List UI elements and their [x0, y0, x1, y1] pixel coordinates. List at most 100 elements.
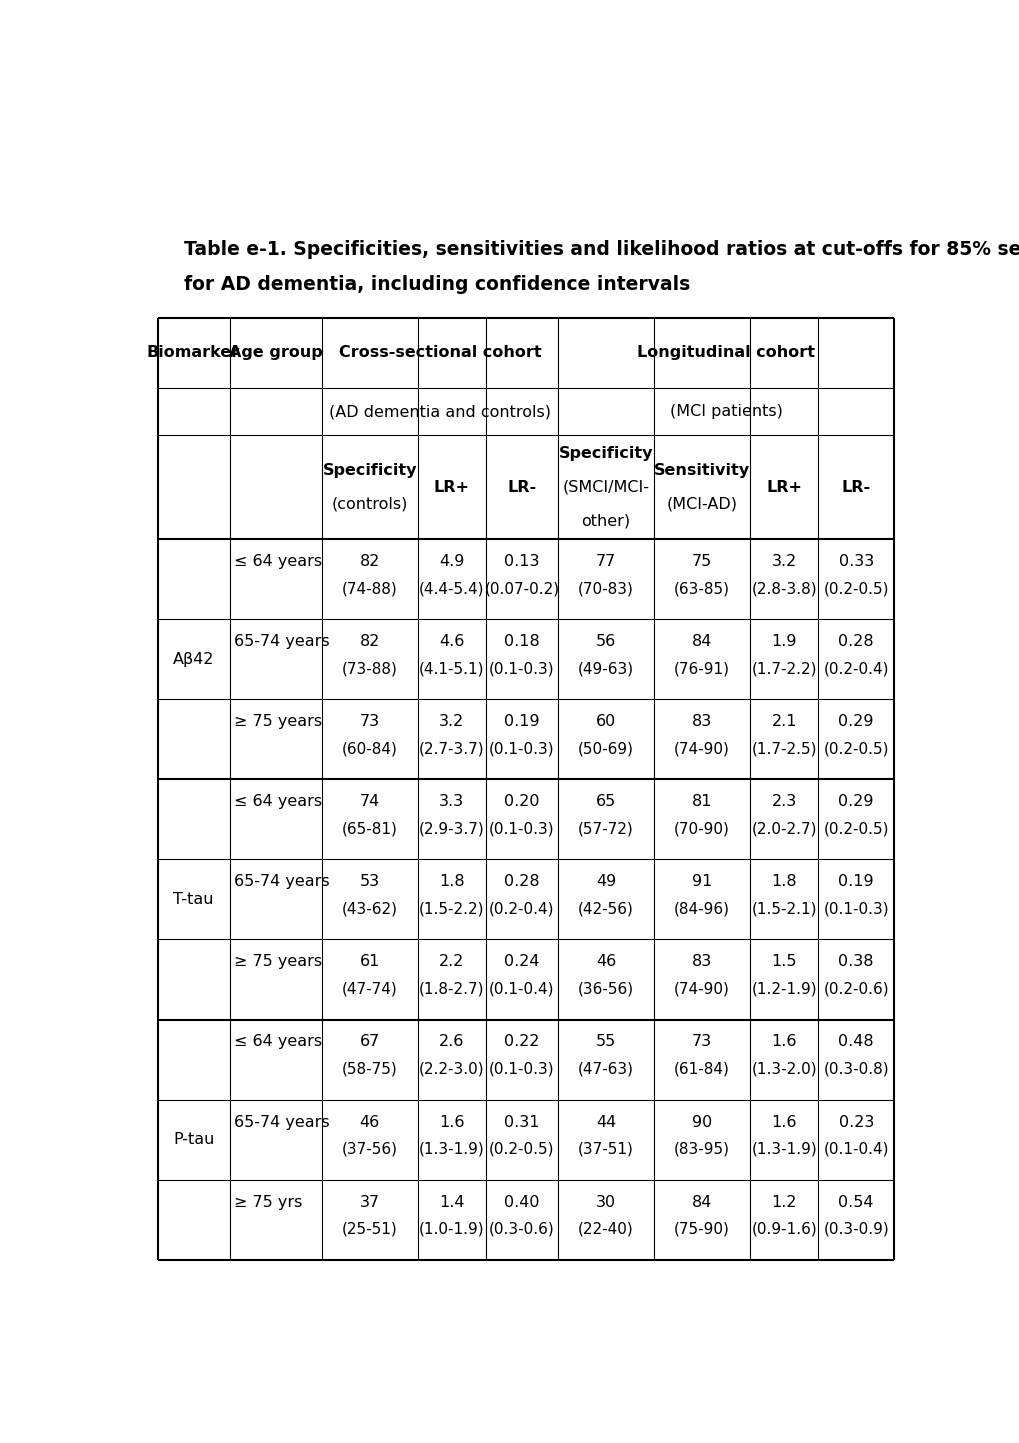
Text: (42-56): (42-56)	[578, 902, 634, 916]
Text: 1.9: 1.9	[770, 633, 796, 649]
Text: ≥ 75 yrs: ≥ 75 yrs	[234, 1195, 303, 1209]
Text: (57-72): (57-72)	[578, 821, 633, 837]
Text: (4.4-5.4): (4.4-5.4)	[419, 582, 484, 596]
Text: 1.6: 1.6	[770, 1035, 796, 1049]
Text: (47-63): (47-63)	[578, 1062, 634, 1076]
Text: 84: 84	[691, 633, 711, 649]
Text: 1.2: 1.2	[770, 1195, 796, 1209]
Text: 0.40: 0.40	[503, 1195, 539, 1209]
Text: LR-: LR-	[506, 479, 536, 495]
Text: LR+: LR+	[433, 479, 470, 495]
Text: (75-90): (75-90)	[674, 1222, 730, 1237]
Text: (2.9-3.7): (2.9-3.7)	[419, 821, 484, 837]
Text: (controls): (controls)	[331, 496, 408, 512]
Text: for AD dementia, including confidence intervals: for AD dementia, including confidence in…	[184, 276, 690, 294]
Text: 61: 61	[360, 954, 379, 970]
Text: 2.6: 2.6	[439, 1035, 464, 1049]
Text: (61-84): (61-84)	[674, 1062, 730, 1076]
Text: (4.1-5.1): (4.1-5.1)	[419, 661, 484, 677]
Text: 90: 90	[691, 1114, 711, 1130]
Text: (0.3-0.8): (0.3-0.8)	[822, 1062, 889, 1076]
Text: Sensitivity: Sensitivity	[653, 463, 749, 478]
Text: (0.2-0.4): (0.2-0.4)	[489, 902, 554, 916]
Text: (MCI-AD): (MCI-AD)	[666, 496, 737, 512]
Text: (0.2-0.5): (0.2-0.5)	[822, 582, 889, 596]
Text: 0.19: 0.19	[838, 874, 873, 889]
Text: (0.3-0.6): (0.3-0.6)	[488, 1222, 554, 1237]
Text: (0.2-0.6): (0.2-0.6)	[822, 981, 889, 997]
Text: 1.6: 1.6	[770, 1114, 796, 1130]
Text: (37-56): (37-56)	[341, 1141, 397, 1157]
Text: (2.2-3.0): (2.2-3.0)	[419, 1062, 484, 1076]
Text: (1.8-2.7): (1.8-2.7)	[419, 981, 484, 997]
Text: 2.3: 2.3	[770, 794, 796, 810]
Text: (1.0-1.9): (1.0-1.9)	[419, 1222, 484, 1237]
Text: 0.28: 0.28	[503, 874, 539, 889]
Text: Aβ42: Aβ42	[172, 652, 214, 667]
Text: 83: 83	[691, 714, 711, 729]
Text: (0.2-0.5): (0.2-0.5)	[822, 821, 889, 837]
Text: ≤ 64 years: ≤ 64 years	[234, 1035, 322, 1049]
Text: (0.1-0.3): (0.1-0.3)	[822, 902, 889, 916]
Text: 3.2: 3.2	[439, 714, 464, 729]
Text: 0.18: 0.18	[503, 633, 539, 649]
Text: (0.1-0.3): (0.1-0.3)	[489, 742, 554, 756]
Text: (SMCI/MCI-: (SMCI/MCI-	[561, 479, 649, 495]
Text: 37: 37	[360, 1195, 379, 1209]
Text: 1.8: 1.8	[770, 874, 796, 889]
Text: (0.1-0.4): (0.1-0.4)	[822, 1141, 889, 1157]
Text: 81: 81	[691, 794, 711, 810]
Text: 0.29: 0.29	[838, 714, 873, 729]
Text: 46: 46	[595, 954, 615, 970]
Text: (25-51): (25-51)	[341, 1222, 397, 1237]
Text: 1.4: 1.4	[438, 1195, 464, 1209]
Text: 3.2: 3.2	[770, 554, 796, 569]
Text: T-tau: T-tau	[173, 892, 214, 908]
Text: Specificity: Specificity	[322, 463, 417, 478]
Text: ≥ 75 years: ≥ 75 years	[234, 954, 322, 970]
Text: LR+: LR+	[765, 479, 801, 495]
Text: 0.19: 0.19	[503, 714, 539, 729]
Text: 0.38: 0.38	[838, 954, 873, 970]
Text: 0.48: 0.48	[838, 1035, 873, 1049]
Text: (58-75): (58-75)	[341, 1062, 397, 1076]
Text: 77: 77	[595, 554, 615, 569]
Text: 2.2: 2.2	[439, 954, 464, 970]
Text: 75: 75	[691, 554, 711, 569]
Text: (1.2-1.9): (1.2-1.9)	[751, 981, 816, 997]
Text: (0.1-0.3): (0.1-0.3)	[489, 1062, 554, 1076]
Text: Longitudinal cohort: Longitudinal cohort	[637, 345, 814, 361]
Text: (63-85): (63-85)	[674, 582, 730, 596]
Text: 53: 53	[360, 874, 379, 889]
Text: (1.5-2.2): (1.5-2.2)	[419, 902, 484, 916]
Text: 73: 73	[691, 1035, 711, 1049]
Text: (36-56): (36-56)	[578, 981, 634, 997]
Text: (0.1-0.4): (0.1-0.4)	[489, 981, 554, 997]
Text: 0.13: 0.13	[503, 554, 539, 569]
Text: 65-74 years: 65-74 years	[234, 1114, 329, 1130]
Text: 0.23: 0.23	[838, 1114, 873, 1130]
Text: other): other)	[581, 514, 630, 530]
Text: Biomarker: Biomarker	[147, 345, 239, 361]
Text: (74-90): (74-90)	[674, 981, 730, 997]
Text: (49-63): (49-63)	[578, 661, 634, 677]
Text: 0.28: 0.28	[838, 633, 873, 649]
Text: 65-74 years: 65-74 years	[234, 633, 329, 649]
Text: (2.0-2.7): (2.0-2.7)	[751, 821, 816, 837]
Text: 1.8: 1.8	[438, 874, 465, 889]
Text: 82: 82	[360, 633, 379, 649]
Text: 0.33: 0.33	[838, 554, 873, 569]
Text: 67: 67	[360, 1035, 379, 1049]
Text: (83-95): (83-95)	[674, 1141, 730, 1157]
Text: 0.22: 0.22	[503, 1035, 539, 1049]
Text: 4.6: 4.6	[439, 633, 464, 649]
Text: (43-62): (43-62)	[341, 902, 397, 916]
Text: 74: 74	[360, 794, 379, 810]
Text: ≥ 75 years: ≥ 75 years	[234, 714, 322, 729]
Text: (0.1-0.3): (0.1-0.3)	[489, 661, 554, 677]
Text: (AD dementia and controls): (AD dementia and controls)	[328, 404, 550, 420]
Text: (76-91): (76-91)	[674, 661, 730, 677]
Text: (65-81): (65-81)	[341, 821, 397, 837]
Text: (MCI patients): (MCI patients)	[669, 404, 782, 420]
Text: (22-40): (22-40)	[578, 1222, 633, 1237]
